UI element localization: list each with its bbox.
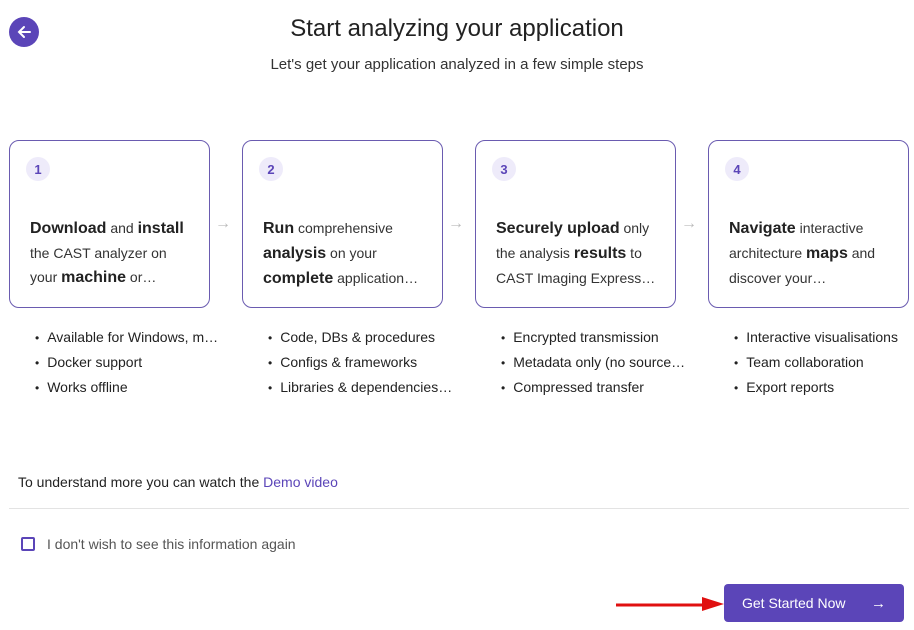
- step-text-segment: Securely upload: [496, 220, 620, 237]
- step-features: Code, DBs & proceduresConfigs & framewor…: [268, 328, 452, 403]
- page-subtitle: Let's get your application analyzed in a…: [270, 56, 644, 73]
- step-features: Available for Windows, m…Docker supportW…: [35, 328, 218, 403]
- dont-show-again-label[interactable]: I don't wish to see this information aga…: [47, 536, 296, 552]
- feature-item: Code, DBs & procedures: [268, 328, 452, 353]
- step-text-segment: analysis: [263, 245, 327, 262]
- feature-item: Interactive visualisations: [734, 328, 898, 353]
- step-card-1: 1 Download and install the CAST analyzer …: [9, 140, 210, 308]
- step-arrow-icon: →: [681, 215, 697, 232]
- step-text-segment: only the analysis: [496, 220, 650, 261]
- demo-video-link[interactable]: Demo video: [263, 474, 338, 490]
- arrow-right-icon: →: [871, 594, 886, 612]
- step-arrow-icon: →: [215, 215, 231, 232]
- step-text-segment: and discover your…: [729, 245, 876, 286]
- demo-label: To understand more you can watch the: [18, 474, 264, 490]
- step-number: 4: [725, 157, 749, 181]
- feature-item: Export reports: [734, 378, 898, 403]
- step-text-segment: results: [573, 245, 627, 262]
- step-number: 3: [492, 157, 516, 181]
- dont-show-again-checkbox[interactable]: [21, 537, 35, 551]
- page-title: Start analyzing your application: [290, 15, 624, 42]
- step-text-segment: Run: [263, 220, 295, 237]
- step-description: Run comprehensive analysis on your compl…: [263, 216, 430, 291]
- feature-item: Team collaboration: [734, 353, 898, 378]
- step-text-segment: maps: [806, 245, 848, 262]
- step-text-segment: the CAST analyzer on your: [30, 245, 167, 285]
- step-card-4: 4 Navigate interactive architecture maps …: [708, 140, 909, 308]
- get-started-button[interactable]: Get Started Now →: [724, 584, 904, 622]
- get-started-label: Get Started Now: [742, 595, 846, 611]
- step-text-segment: Download: [30, 220, 107, 237]
- step-text-segment: comprehensive: [294, 220, 393, 236]
- step-text-segment: application…: [333, 270, 419, 286]
- step-text-segment: Navigate: [729, 220, 796, 237]
- step-text-segment: to CAST Imaging Express…: [496, 245, 656, 286]
- feature-item: Compressed transfer: [501, 378, 685, 403]
- step-number: 2: [259, 157, 283, 181]
- step-description: Securely upload only the analysis result…: [496, 216, 663, 290]
- step-number: 1: [26, 157, 50, 181]
- step-features: Interactive visualisationsTeam collabora…: [734, 328, 898, 403]
- step-text-segment: or…: [126, 269, 157, 285]
- feature-item: Encrypted transmission: [501, 328, 685, 353]
- step-text-segment: on your: [326, 245, 377, 261]
- feature-item: Available for Windows, m…: [35, 328, 218, 353]
- divider: [9, 508, 909, 509]
- feature-item: Configs & frameworks: [268, 353, 452, 378]
- feature-item: Works offline: [35, 378, 218, 403]
- step-text-segment: interactive architecture: [729, 220, 864, 261]
- step-description: Navigate interactive architecture maps a…: [729, 216, 896, 290]
- feature-item: Libraries & dependencies…: [268, 378, 452, 403]
- step-arrow-icon: →: [448, 215, 464, 232]
- annotation-arrow-icon: [616, 597, 724, 611]
- demo-text: To understand more you can watch the Dem…: [18, 474, 338, 490]
- back-button[interactable]: [9, 17, 39, 47]
- step-text-segment: install: [137, 220, 184, 237]
- feature-item: Metadata only (no source…: [501, 353, 685, 378]
- step-features: Encrypted transmissionMetadata only (no …: [501, 328, 685, 403]
- step-text-segment: complete: [263, 270, 334, 287]
- step-card-3: 3 Securely upload only the analysis resul…: [475, 140, 676, 308]
- step-card-2: 2 Run comprehensive analysis on your comp…: [242, 140, 443, 308]
- step-description: Download and install the CAST analyzer o…: [30, 216, 197, 290]
- step-text-segment: and: [106, 220, 138, 236]
- step-text-segment: machine: [61, 269, 127, 286]
- feature-item: Docker support: [35, 353, 218, 378]
- arrow-left-icon: [17, 26, 31, 38]
